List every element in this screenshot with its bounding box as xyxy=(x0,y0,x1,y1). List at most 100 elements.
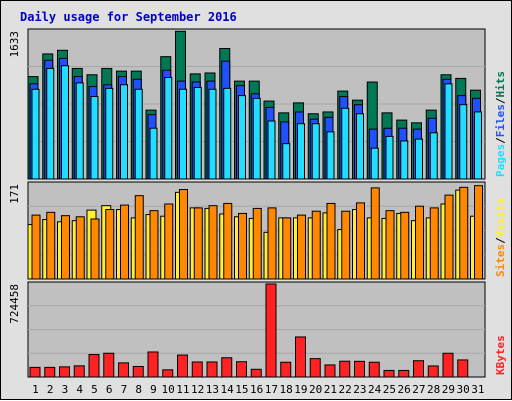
x-tick-label-day-29: 29 xyxy=(442,383,455,396)
kbytes-bar-day-19 xyxy=(295,336,306,378)
panels-layer: 1633 Pages/Files/Hits 171 Sites/Visits 72445… xyxy=(8,28,507,378)
sites-bar-day-12 xyxy=(193,207,203,280)
kbytes-bar-day-8 xyxy=(132,365,144,378)
middle-legend: Sites/Visits xyxy=(494,198,507,278)
pages-bar-day-15 xyxy=(238,95,246,180)
x-tick-label-day-15: 15 xyxy=(235,383,248,396)
sites-bar-day-31 xyxy=(474,185,483,280)
x-tick-label-day-24: 24 xyxy=(368,383,382,396)
sites-bar-day-30 xyxy=(459,186,469,280)
pages-bar-day-12 xyxy=(193,86,202,180)
legend-separator: / xyxy=(494,237,507,244)
x-tick-label-day-14: 14 xyxy=(221,383,235,396)
kbytes-bar-day-14 xyxy=(221,357,233,378)
pages-bar-day-4 xyxy=(75,82,84,180)
x-tick-label-day-2: 2 xyxy=(47,383,54,396)
legend-separator: / xyxy=(494,137,507,144)
sites-series xyxy=(31,185,483,280)
sites-bar-day-18 xyxy=(282,217,292,280)
sites-bar-day-1 xyxy=(31,214,41,280)
kbytes-bar-day-11 xyxy=(177,354,188,378)
kbytes-bar-day-28 xyxy=(427,365,439,378)
x-tick-label-day-9: 9 xyxy=(150,383,157,396)
sites-bar-day-21 xyxy=(326,202,336,280)
sites-bar-day-20 xyxy=(311,210,321,280)
top-legend: Pages/Files/Hits xyxy=(494,71,507,177)
kbytes-bar-day-29 xyxy=(442,352,454,378)
sites-bar-day-16 xyxy=(252,207,262,280)
kbytes-bar-day-10 xyxy=(162,369,174,378)
pages-bar-day-9 xyxy=(149,127,158,180)
kbytes-bar-day-20 xyxy=(309,358,321,378)
kbytes-bar-day-2 xyxy=(44,366,56,378)
legend-separator: / xyxy=(494,97,507,104)
x-tick-label-day-31: 31 xyxy=(471,383,484,396)
pages-bar-day-24 xyxy=(370,147,379,180)
x-tick-label-day-4: 4 xyxy=(76,383,83,396)
pages-bar-day-28 xyxy=(429,132,438,180)
top-y-tick-label: 1633 xyxy=(8,31,21,58)
middle-y-tick-label: 171 xyxy=(8,184,21,204)
kbytes-bar-day-1 xyxy=(29,366,41,378)
kbytes-bar-day-23 xyxy=(354,360,365,378)
x-tick-label-day-8: 8 xyxy=(135,383,142,396)
pages-bar-day-11 xyxy=(179,88,187,180)
pages-series xyxy=(31,65,482,180)
kbytes-bar-day-3 xyxy=(59,366,70,378)
pages-bar-day-19 xyxy=(297,123,305,180)
sites-bar-day-29 xyxy=(444,194,454,280)
kbytes-bar-day-21 xyxy=(324,364,336,378)
sites-bar-day-13 xyxy=(208,205,218,280)
sites-bar-day-11 xyxy=(179,189,188,280)
kbytes-bar-day-12 xyxy=(191,361,203,378)
x-tick-label-day-10: 10 xyxy=(162,383,175,396)
sites-bar-day-14 xyxy=(223,202,233,280)
bottom-legend: KBytes xyxy=(494,335,507,375)
pages-bar-day-31 xyxy=(474,111,482,180)
x-tick-label-day-16: 16 xyxy=(250,383,263,396)
x-tick-label-day-19: 19 xyxy=(294,383,307,396)
sites-bar-day-9 xyxy=(149,210,159,280)
kbytes-bar-day-16 xyxy=(250,368,262,378)
sites-bar-day-17 xyxy=(267,207,277,280)
legend-pages: Pages xyxy=(494,144,507,177)
x-tick-label-day-25: 25 xyxy=(383,383,396,396)
x-tick-label-day-20: 20 xyxy=(309,383,322,396)
chart-title: Daily usage for September 2016 xyxy=(20,10,237,24)
pages-bar-day-16 xyxy=(252,97,261,180)
kbytes-bar-day-30 xyxy=(457,359,469,378)
x-tick-label-day-6: 6 xyxy=(106,383,113,396)
sites-bar-day-26 xyxy=(400,211,410,280)
pages-bar-day-27 xyxy=(415,138,423,180)
kbytes-bar-day-22 xyxy=(339,360,351,378)
sites-bar-day-6 xyxy=(105,209,115,280)
pages-bar-day-26 xyxy=(400,140,409,180)
x-tick-label-day-7: 7 xyxy=(121,383,128,396)
pages-bar-day-13 xyxy=(208,88,217,180)
x-tick-label-day-17: 17 xyxy=(265,383,278,396)
pages-bar-day-3 xyxy=(61,65,69,180)
x-tick-label-day-5: 5 xyxy=(91,383,98,396)
pages-bar-day-1 xyxy=(31,88,40,180)
sites-bar-day-2 xyxy=(46,211,56,280)
sites-bar-day-22 xyxy=(341,210,351,280)
sites-bar-day-8 xyxy=(134,195,144,280)
sites-bar-day-28 xyxy=(429,207,439,280)
kbytes-bar-day-9 xyxy=(147,351,159,378)
x-tick-label-day-26: 26 xyxy=(398,383,411,396)
bottom-y-tick-label: 724458 xyxy=(8,284,21,324)
pages-bar-day-25 xyxy=(385,135,394,180)
sites-bar-day-3 xyxy=(61,215,70,280)
x-tick-label-day-27: 27 xyxy=(412,383,425,396)
middle-panel: 171 Sites/Visits xyxy=(8,181,507,280)
pages-bar-day-22 xyxy=(341,107,350,180)
pages-bar-day-7 xyxy=(120,84,128,180)
pages-bar-day-18 xyxy=(282,143,291,180)
kbytes-bar-day-7 xyxy=(118,362,129,378)
pages-bar-day-30 xyxy=(459,104,468,180)
pages-bar-day-10 xyxy=(164,76,173,180)
kbytes-bar-day-15 xyxy=(236,361,247,378)
sites-bar-day-23 xyxy=(356,202,365,280)
pages-bar-day-5 xyxy=(90,96,99,180)
